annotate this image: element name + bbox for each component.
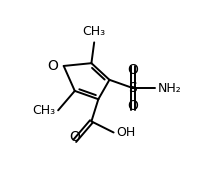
Text: S: S: [129, 81, 137, 95]
Text: O: O: [69, 130, 80, 144]
Text: CH₃: CH₃: [32, 104, 55, 117]
Text: O: O: [128, 99, 138, 113]
Text: NH₂: NH₂: [158, 82, 182, 95]
Text: OH: OH: [116, 126, 136, 139]
Text: CH₃: CH₃: [83, 25, 106, 38]
Text: O: O: [128, 63, 138, 77]
Text: O: O: [47, 59, 58, 73]
